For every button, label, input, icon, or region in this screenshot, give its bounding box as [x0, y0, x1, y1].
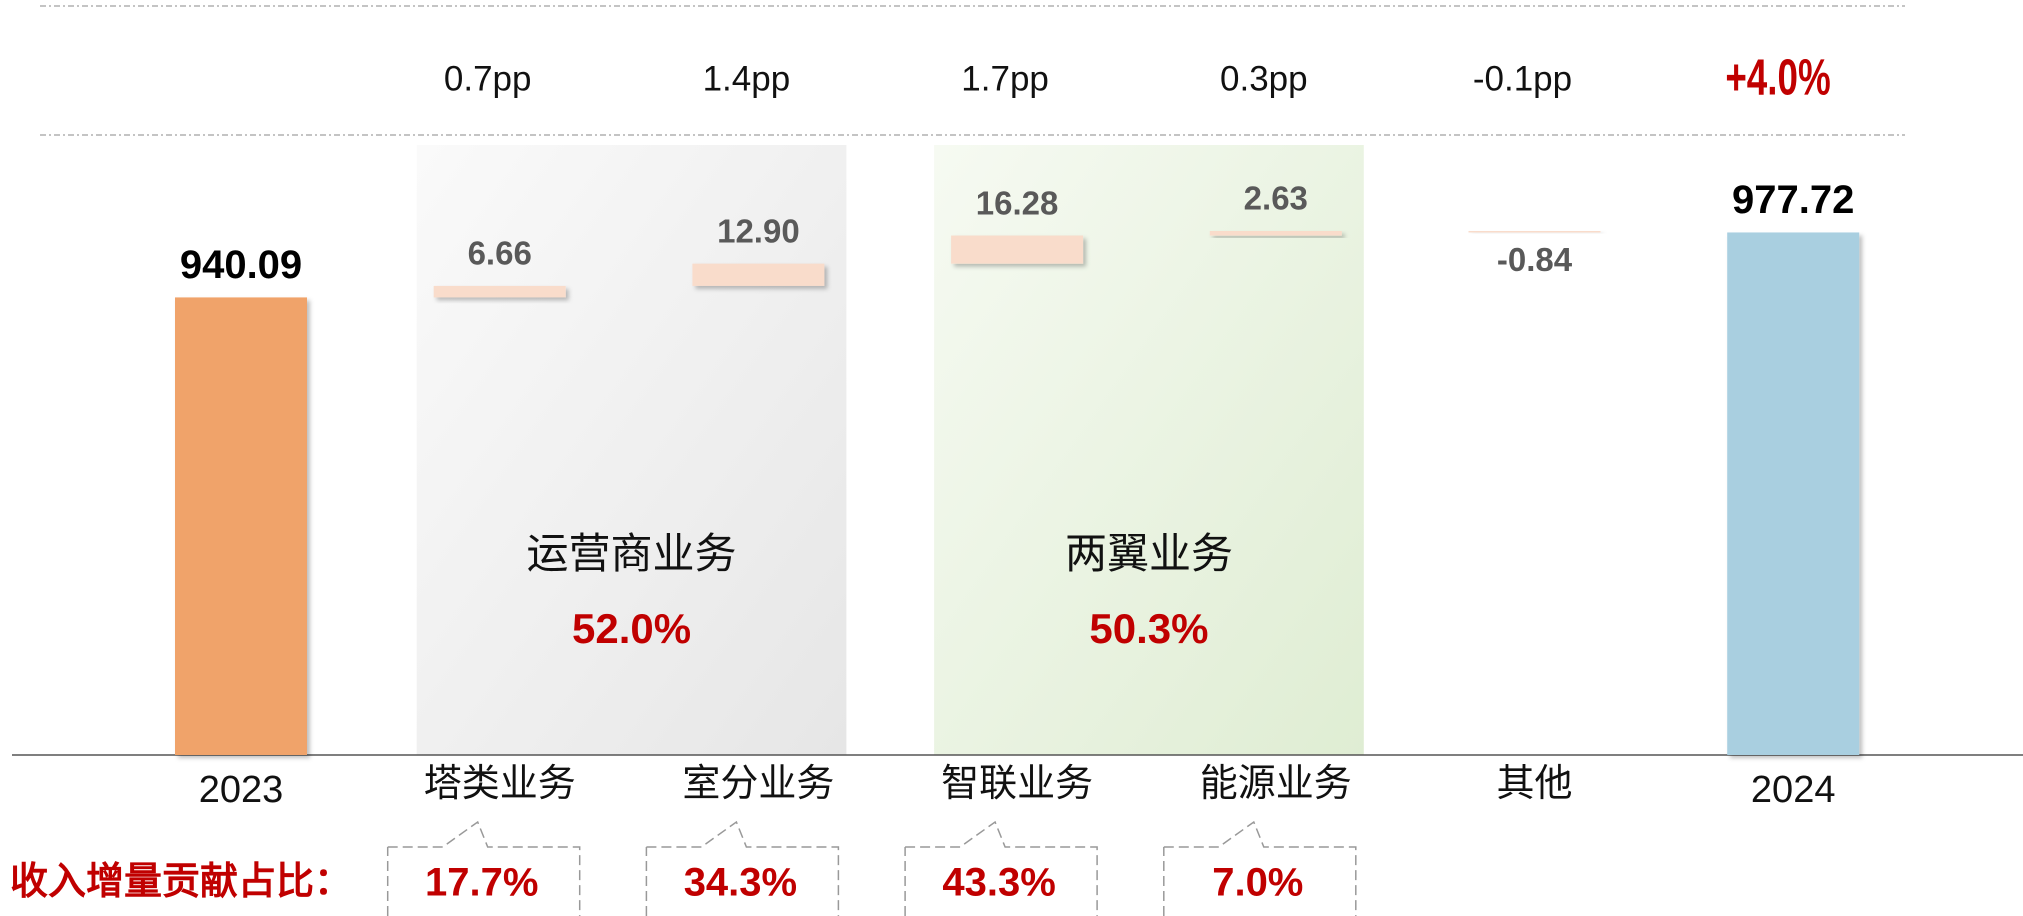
change-label: 0.3pp	[1220, 59, 1308, 98]
total-change: +4.0%	[1725, 50, 1830, 106]
callout-box	[904, 820, 1098, 916]
change-label: 1.7pp	[961, 59, 1049, 98]
value-label: 2.63	[1244, 180, 1308, 217]
x-tick-label: 室分业务	[682, 763, 834, 805]
callout-box	[386, 820, 581, 916]
value-label: -0.84	[1497, 241, 1573, 278]
contribution-value: 34.3%	[684, 861, 797, 905]
group-share: 50.3%	[1089, 605, 1208, 652]
value-label: 940.09	[180, 243, 302, 287]
bar	[692, 263, 825, 286]
bar	[433, 285, 566, 298]
bar	[1468, 231, 1601, 233]
bar	[175, 297, 307, 755]
contribution-value: 17.7%	[425, 861, 538, 905]
callout-box	[1163, 820, 1357, 916]
change-label: 0.7pp	[444, 59, 532, 98]
group-label: 两翼业务	[1065, 530, 1233, 577]
change-label: 1.4pp	[703, 59, 791, 98]
bar	[1727, 232, 1860, 755]
value-label: 977.72	[1732, 178, 1854, 222]
contribution-value: 43.3%	[942, 861, 1055, 905]
callout-box	[645, 820, 840, 916]
contribution-title: 收入增量贡献占比：	[10, 861, 352, 903]
x-tick-label: 智联业务	[941, 763, 1093, 805]
bar	[1209, 231, 1342, 236]
bar	[951, 235, 1084, 264]
x-tick-label: 2024	[1751, 769, 1836, 811]
x-tick-label: 其他	[1496, 763, 1572, 805]
group-background	[416, 145, 847, 755]
change-label: -0.1pp	[1473, 59, 1572, 98]
x-tick-label: 2023	[199, 769, 284, 811]
contribution-value: 7.0%	[1212, 861, 1303, 905]
value-label: 12.90	[717, 212, 800, 249]
value-label: 6.66	[468, 235, 532, 272]
value-label: 16.28	[976, 184, 1059, 221]
x-tick-label: 能源业务	[1200, 763, 1352, 805]
x-tick-label: 塔类业务	[424, 763, 576, 805]
group-label: 运营商业务	[527, 530, 737, 577]
group-share: 52.0%	[572, 605, 691, 652]
